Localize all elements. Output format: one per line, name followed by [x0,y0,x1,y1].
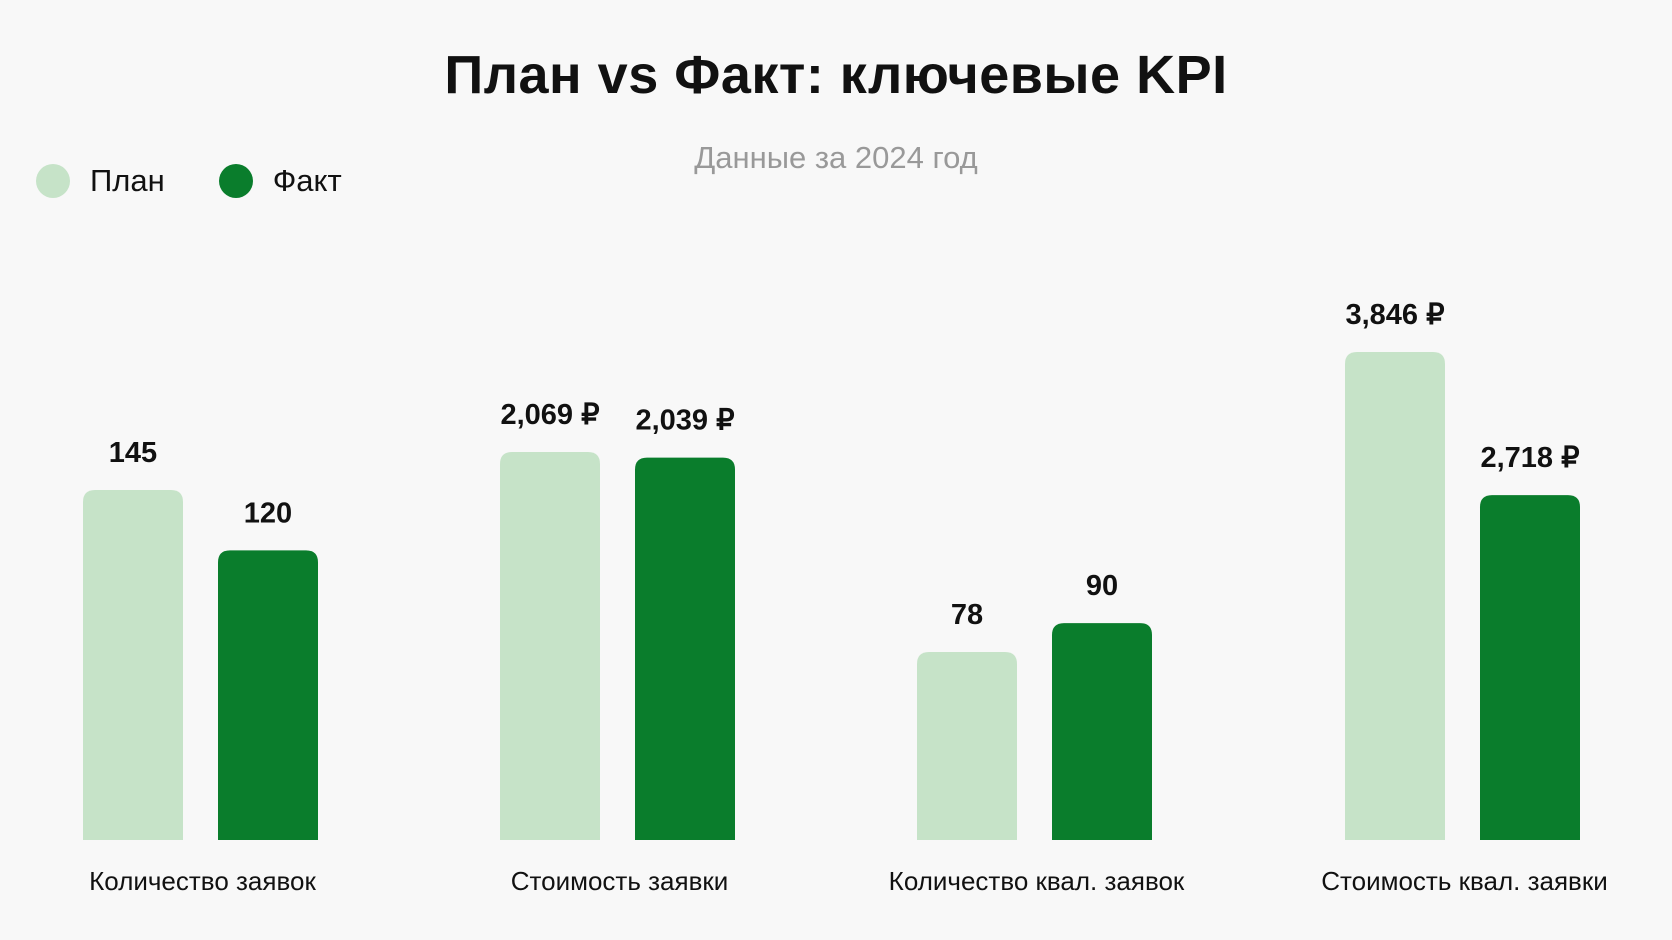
legend-item-fact: Факт [218,163,342,199]
data-label-fact-1: 120 [244,497,292,529]
legend: План Факт [36,163,396,199]
data-label-fact-4: 2,718 ₽ [1480,442,1579,474]
bar-plan-2 [500,452,600,840]
data-label-plan-1: 145 [109,437,157,469]
bar-plan-4 [1345,352,1445,840]
legend-swatch-plan [36,164,70,198]
legend-label-fact: Факт [272,163,342,198]
category-label-1: Количество заявок [89,866,316,896]
chart-title: План vs Факт: ключевые KPI [444,45,1228,105]
data-label-plan-2: 2,069 ₽ [500,399,599,431]
data-label-plan-4: 3,846 ₽ [1345,299,1444,331]
data-label-fact-2: 2,039 ₽ [635,405,734,437]
legend-swatch-fact [218,164,253,198]
category-label-2: Стоимость заявки [511,866,729,896]
bar-fact-1 [218,550,318,840]
legend-item-plan: План [36,163,165,199]
legend-label-plan: План [90,163,165,198]
category-label-4: Стоимость квал. заявки [1321,866,1608,896]
bar-plan-1 [83,490,183,840]
category-label-3: Количество квал. заявок [889,866,1185,896]
data-label-fact-3: 90 [1086,570,1118,602]
data-label-plan-3: 78 [951,599,983,631]
bar-fact-2 [635,457,735,840]
bar-fact-3 [1052,623,1152,840]
chart-subtitle: Данные за 2024 год [694,140,978,175]
bar-plan-3 [917,652,1017,840]
bar-fact-4 [1480,495,1580,840]
